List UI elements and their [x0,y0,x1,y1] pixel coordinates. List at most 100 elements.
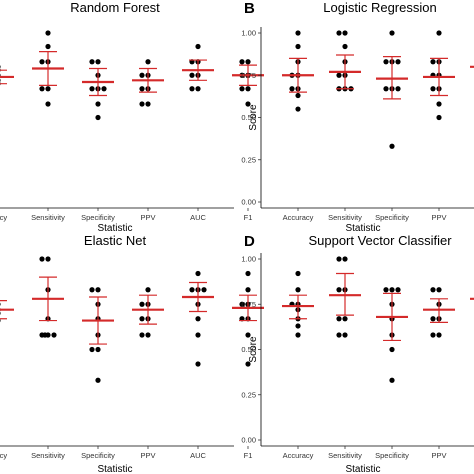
data-point [45,86,51,92]
data-point [195,316,201,322]
data-point [383,86,389,92]
data-point [342,316,348,322]
data-point [245,59,251,65]
data-point [95,346,101,353]
x-tick-label: PPV [140,213,155,222]
x-tick-label: Specificity [81,451,115,460]
data-point [189,86,195,92]
data-point [195,43,201,50]
x-tick-label: Specificity [375,451,409,460]
x-tick-label: uracy [0,451,7,460]
data-point [336,256,342,262]
data-point [389,346,395,353]
panel-title: Support Vector Classifier [308,233,452,248]
panel-title: Elastic Net [84,233,147,248]
data-point [145,332,151,338]
data-point [145,59,151,65]
data-point [289,86,295,92]
x-tick-label: Sensitivity [31,451,65,460]
data-point [295,323,301,329]
data-point [430,59,436,65]
data-point [0,78,1,82]
data-point [89,59,95,65]
y-tick-label: 0.75 [241,71,256,80]
data-point [430,287,436,293]
data-point [395,59,401,65]
y-tick-label: 0.50 [241,345,256,354]
y-tick-label: 0.25 [241,155,256,164]
data-point [342,43,348,50]
data-point [195,332,201,338]
data-point [336,332,342,338]
data-point [45,30,51,36]
data-point [342,332,348,338]
data-point [383,287,389,293]
panel-label: D [244,233,255,250]
x-tick-label: Sensitivity [31,213,65,222]
data-point [245,332,251,338]
data-point [389,143,395,149]
data-point [436,114,442,121]
y-tick-label: 0.00 [241,198,256,207]
data-point [336,30,342,36]
data-point [245,101,251,107]
panel-title: Logistic Regression [323,0,436,15]
data-point [145,287,151,293]
y-tick-label: 0.00 [241,436,256,445]
data-point [39,256,45,262]
data-point [239,59,245,65]
data-point [0,318,1,323]
data-point [436,332,442,338]
y-tick-label: 1.00 [241,255,256,264]
data-point [139,72,145,78]
data-point [430,316,436,322]
x-axis-label: Statistic [97,464,132,474]
data-point [95,59,101,65]
panel-title: Random Forest [70,0,160,15]
x-tick-label: uracy [0,213,7,222]
data-point [0,302,1,306]
data-point [245,287,251,293]
data-point [0,65,1,69]
data-point [295,287,301,293]
y-tick-label: 0.75 [241,300,256,309]
x-tick-label: Accuracy [283,451,314,460]
x-tick-label: Specificity [375,213,409,222]
data-point [51,332,57,338]
data-point [139,332,145,338]
x-axis-label: Statistic [345,223,380,234]
x-tick-label: PPV [431,451,446,460]
data-point [239,86,245,92]
data-point [89,287,95,293]
x-tick-label: AUC [190,451,206,460]
data-point [45,256,51,262]
x-tick-label: AUC [190,213,206,222]
x-tick-label: Specificity [81,213,115,222]
data-point [45,101,51,107]
data-point [295,30,301,36]
data-point [89,86,95,92]
y-axis-label: Score [248,104,259,131]
data-point [201,287,207,293]
data-point [189,72,195,78]
data-point [436,101,442,107]
data-point [145,101,151,107]
data-point [139,86,145,92]
data-point [245,86,251,92]
data-point [245,270,251,277]
x-tick-label: PPV [431,213,446,222]
data-point [0,311,1,315]
x-tick-label: Sensitivity [328,451,362,460]
x-tick-label: PPV [140,451,155,460]
data-point [436,30,442,36]
y-tick-label: 0.50 [241,113,256,122]
y-tick-label: 0.25 [241,390,256,399]
data-point [195,361,201,367]
data-point [95,287,101,293]
data-point [45,43,51,50]
data-point [389,287,395,293]
data-point [295,270,301,277]
data-point [189,287,195,293]
x-tick-label: Sensitivity [328,213,362,222]
